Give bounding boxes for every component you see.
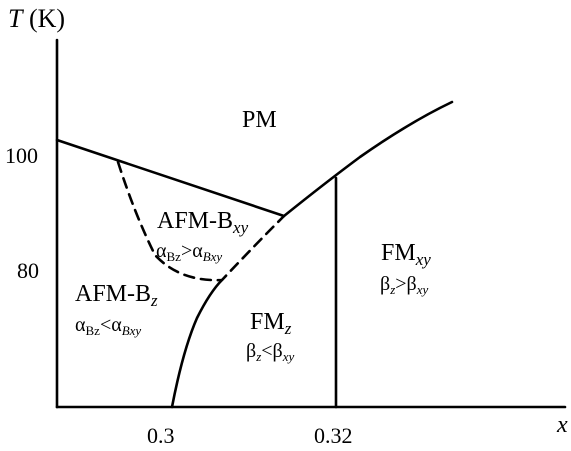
pm-afm-boundary bbox=[55, 138, 286, 218]
afm-bxy-condition: αBz>αBxy bbox=[156, 240, 222, 264]
afm-bz-condition: αBz<αBxy bbox=[75, 314, 141, 338]
x-axis-title: x bbox=[556, 412, 568, 438]
y-axis-title: T (K) bbox=[8, 4, 65, 33]
afmbz-fmz-boundary bbox=[170, 278, 224, 409]
pm-fm-boundary bbox=[282, 100, 454, 218]
x-tick-0.3: 0.3 bbox=[147, 423, 175, 448]
fm-z-condition: βz<βxy bbox=[246, 340, 294, 364]
y-tick-100: 100 bbox=[5, 143, 38, 168]
fm-z-label: FMz bbox=[250, 309, 292, 338]
fm-xy-label: FMxy bbox=[381, 240, 431, 269]
x-tick-0.32: 0.32 bbox=[314, 423, 353, 448]
afm-bxy-label: AFM-Bxy bbox=[157, 208, 249, 237]
fm-xy-condition: βz>βxy bbox=[380, 273, 428, 297]
afm-bz-label: AFM-Bz bbox=[75, 281, 158, 310]
pm-label: PM bbox=[242, 107, 277, 133]
y-tick-80: 80 bbox=[17, 258, 39, 283]
afm-bxy-dashed-boundary bbox=[116, 160, 286, 282]
